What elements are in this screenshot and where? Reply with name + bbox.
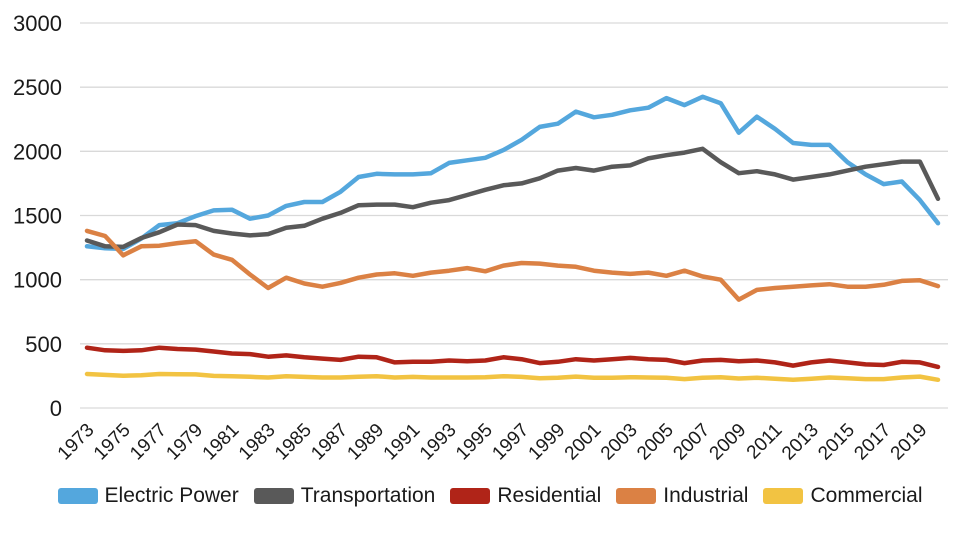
legend-swatch-icon (253, 488, 294, 504)
series-line-commercial (84, 371, 941, 383)
x-axis-label: 2015 (814, 420, 859, 465)
x-axis-label: 1987 (307, 420, 352, 465)
y-axis-label: 1000 (13, 268, 62, 293)
legend-item-commercial: Commercial (763, 484, 922, 508)
x-axis-label: 1999 (525, 420, 570, 465)
y-axis-label: 2500 (13, 75, 62, 100)
y-axis-label: 0 (50, 396, 62, 421)
x-axis-label: 2011 (743, 420, 787, 464)
legend-item-transportation: Transportation (253, 484, 436, 508)
x-axis-label: 2013 (778, 420, 823, 465)
x-axis-label: 2001 (561, 420, 606, 465)
x-axis-label: 2017 (850, 420, 895, 465)
x-axis-label: 2003 (597, 420, 642, 465)
emissions-chart: 0 500 1000 1500 2000 2500 3000 197319751977197… (13, 11, 948, 465)
series-lines (84, 94, 941, 383)
x-axis-label: 1989 (343, 420, 388, 465)
y-axis-label: 3000 (13, 11, 62, 36)
x-axis-label: 1991 (380, 420, 425, 465)
x-axis-label: 1977 (126, 420, 171, 465)
legend-item-residential: Residential (450, 484, 601, 508)
legend-item-industrial: Industrial (616, 484, 748, 508)
legend-label: Commercial (810, 484, 923, 507)
x-axis-label: 1997 (488, 420, 533, 465)
x-axis-labels: 1973197519771979198119831985198719891991… (54, 420, 932, 465)
y-axis-label: 1500 (13, 204, 62, 229)
x-axis-label: 2005 (633, 420, 678, 465)
x-axis-label: 1975 (90, 420, 135, 465)
series-line-industrial (84, 228, 941, 302)
x-axis-label: 1973 (54, 420, 99, 465)
x-axis-label: 2007 (669, 420, 714, 465)
legend-item-electric-power: Electric Power (57, 484, 239, 508)
y-axis-label: 2000 (13, 139, 62, 164)
legend-swatch-icon (450, 488, 491, 504)
legend-label: Residential (497, 484, 602, 507)
series-line-electric-power (84, 94, 941, 252)
series-line-transportation (84, 146, 941, 250)
x-axis-label: 2019 (887, 420, 932, 465)
x-axis-label: 1983 (235, 420, 280, 465)
legend-label: Transportation (300, 484, 436, 507)
legend-label: Industrial (663, 484, 749, 507)
legend-swatch-icon (57, 488, 98, 504)
legend-label: Electric Power (104, 484, 239, 507)
x-axis-label: 1981 (199, 420, 244, 465)
y-axis-label: 500 (25, 332, 62, 357)
series-line-residential (84, 345, 941, 370)
x-axis-label: 1985 (271, 420, 316, 465)
x-axis-label: 2009 (706, 420, 751, 465)
x-axis-label: 1995 (452, 420, 497, 465)
x-axis-label: 1979 (162, 420, 207, 465)
y-axis-labels: 0 500 1000 1500 2000 2500 3000 (13, 11, 62, 421)
chart-legend: Electric Power Transportation Residential I… (0, 484, 980, 508)
legend-swatch-icon (616, 488, 657, 504)
x-axis-label: 1993 (416, 420, 461, 465)
gridlines (80, 22, 948, 409)
legend-swatch-icon (763, 488, 804, 504)
